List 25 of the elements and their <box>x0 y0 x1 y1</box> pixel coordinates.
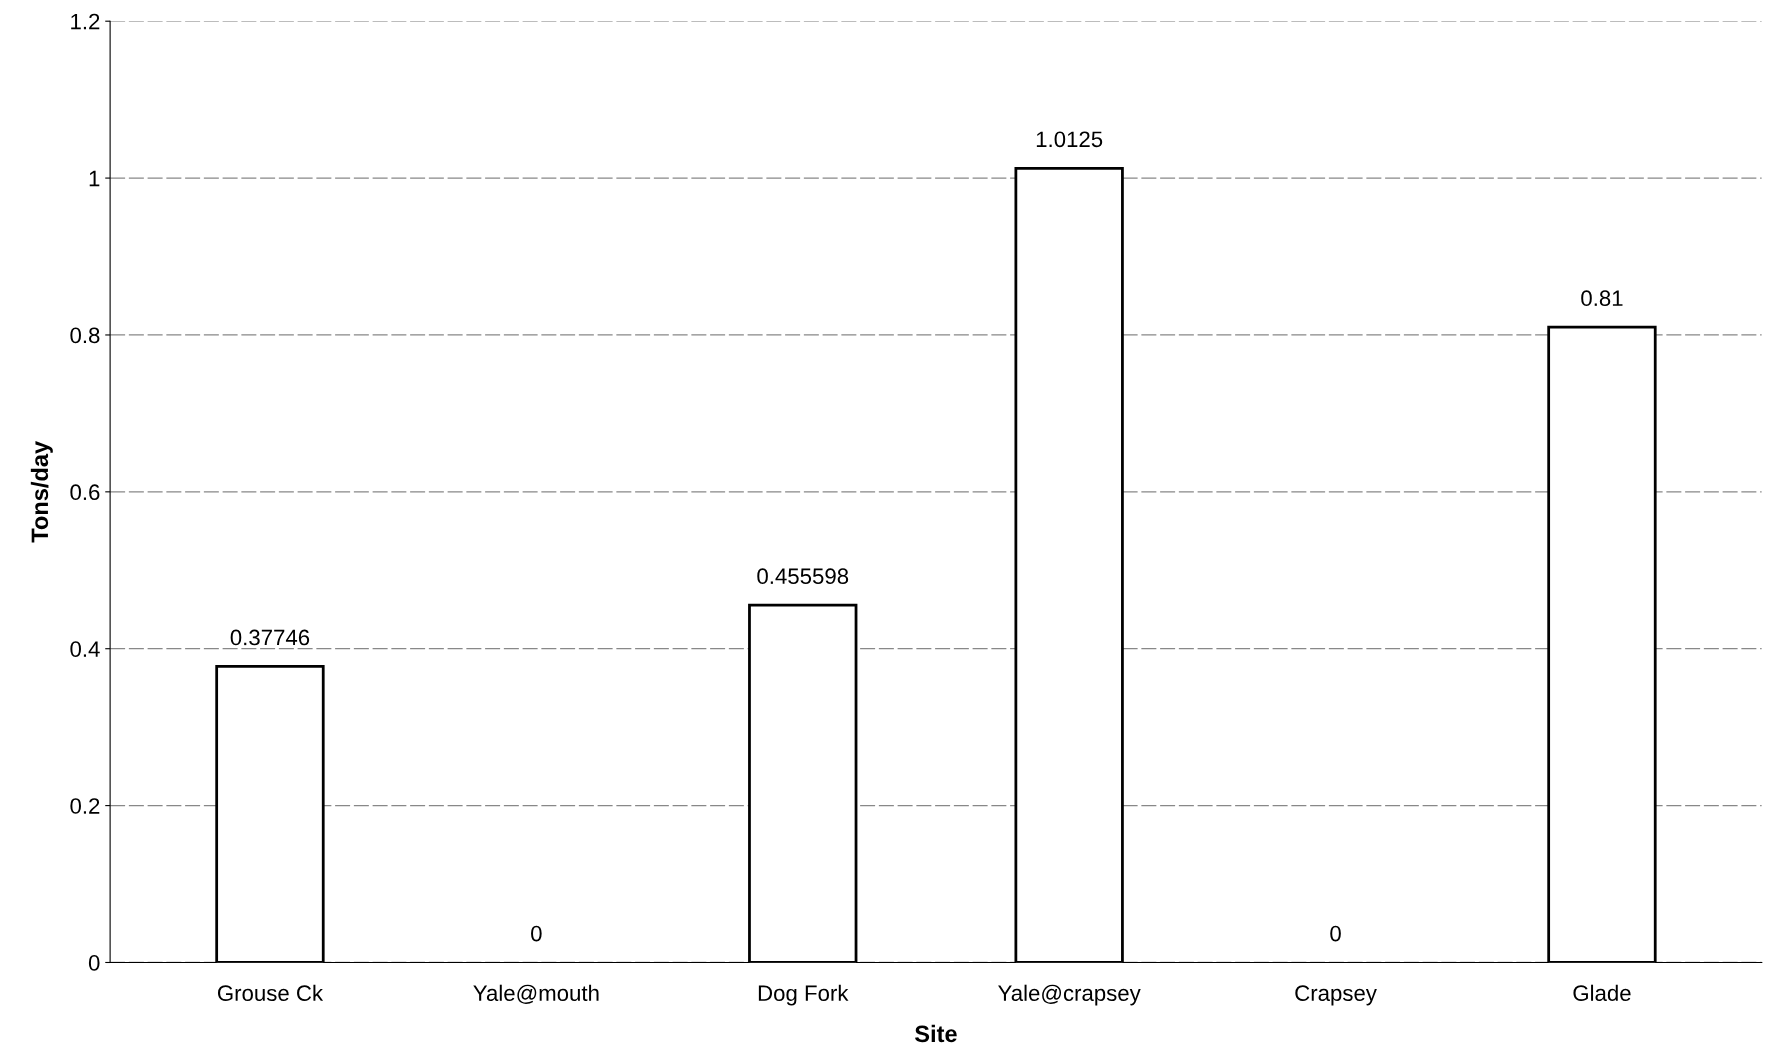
y-tick-label: 0.8 <box>70 327 100 344</box>
data-label: 0.81 <box>1581 290 1623 307</box>
bar <box>215 665 325 963</box>
y-tick-label: 1 <box>89 170 100 187</box>
x-axis-title: Site <box>914 1024 957 1043</box>
data-label: 0.37746 <box>230 629 310 646</box>
data-label: 0 <box>531 925 542 942</box>
x-tick-label: Yale@mouth <box>473 984 599 1004</box>
y-axis-title: Tons/day <box>30 441 53 543</box>
x-tick-label: Dog Fork <box>758 984 849 1006</box>
data-label: 1.0125 <box>1036 131 1103 148</box>
data-label: 0 <box>1330 925 1341 942</box>
bar <box>748 603 858 963</box>
data-label: 0.455598 <box>757 568 849 585</box>
x-tick-label: Glade <box>1573 984 1631 1002</box>
y-tick-label: 0.4 <box>70 641 100 657</box>
x-tick-label: Crapsey <box>1295 985 1377 1006</box>
bar <box>1014 166 1124 963</box>
y-tick-label: 0.2 <box>70 798 100 814</box>
y-tick-label: 0.6 <box>70 484 100 501</box>
y-tick-label: 1.2 <box>71 13 100 30</box>
x-tick-label: Grouse Ck <box>217 984 324 1002</box>
bar <box>1547 325 1657 963</box>
y-tick-label: 0 <box>88 955 100 971</box>
x-tick-label: Yale@crapsey <box>998 984 1141 1006</box>
